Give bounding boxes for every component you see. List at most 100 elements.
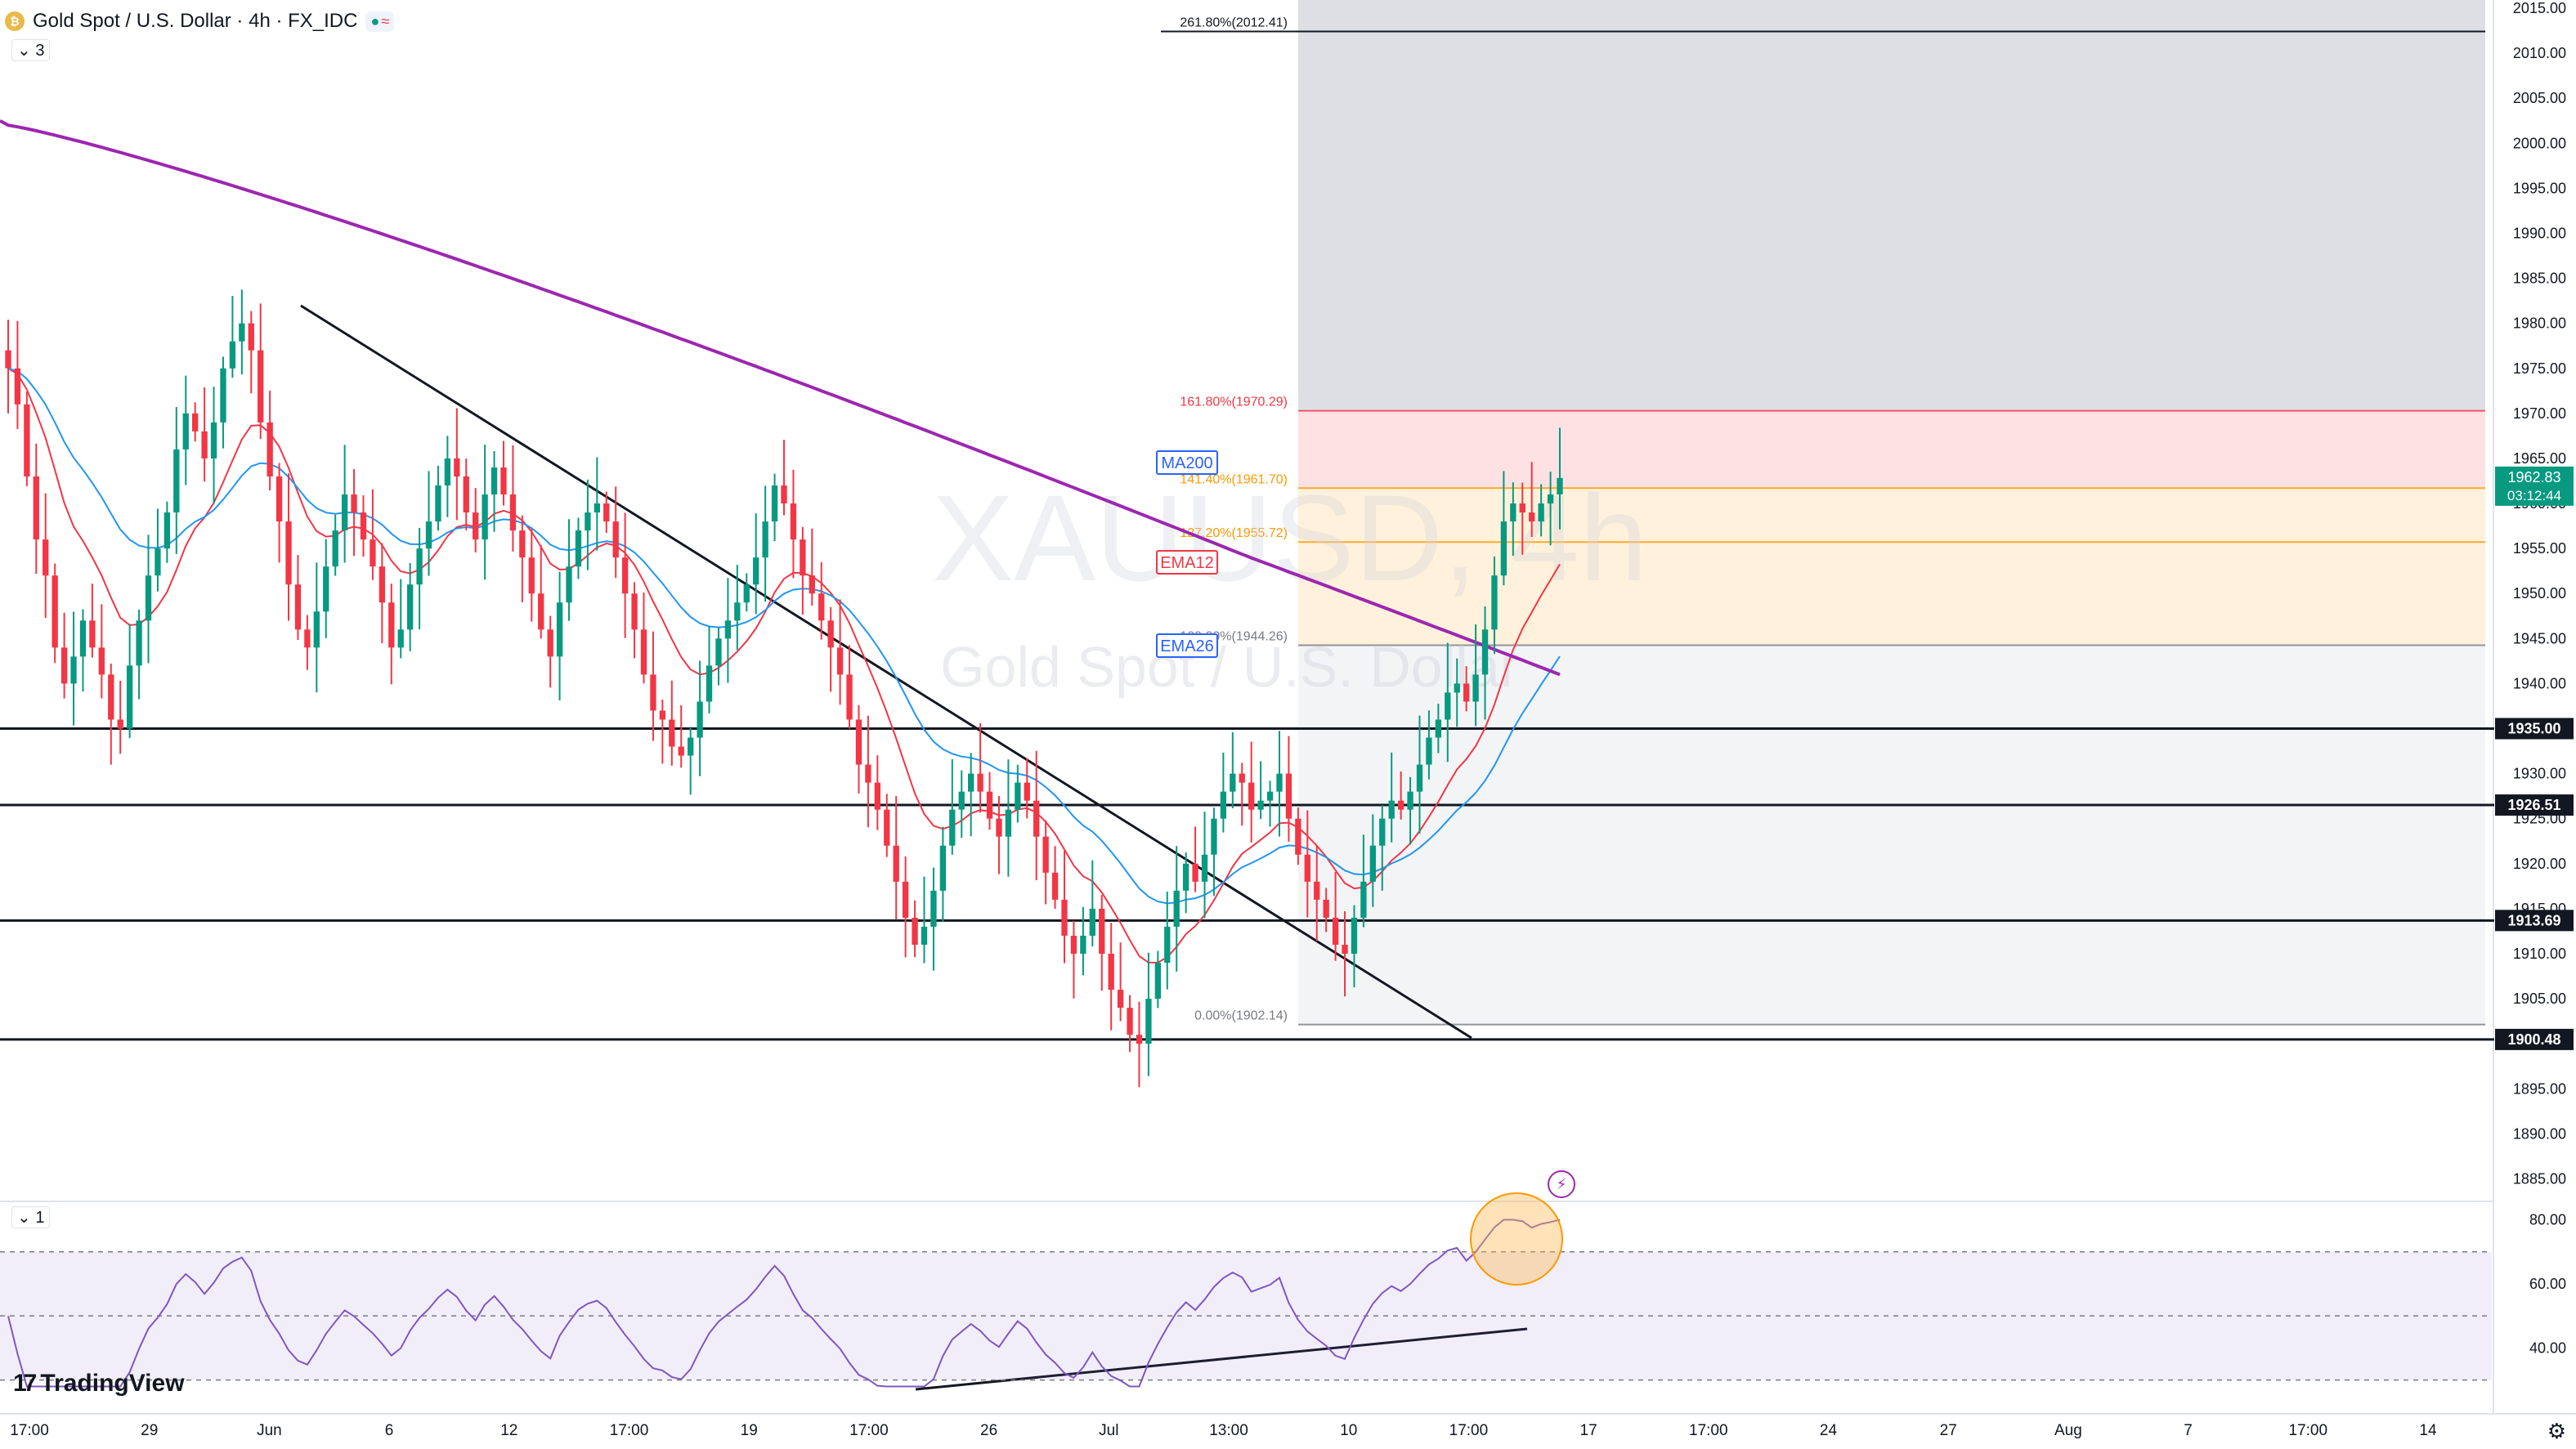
candle-body	[1481, 629, 1489, 675]
symbol-header[interactable]: ₿ Gold Spot / U.S. Dollar · 4h · FX_IDC …	[5, 5, 401, 38]
candle-body	[724, 620, 732, 639]
candle-body	[528, 557, 535, 594]
candle-body	[538, 593, 544, 630]
indicator-tags[interactable]: MA200 EMA12 EMA26	[1156, 450, 1218, 658]
candle-body	[715, 638, 722, 666]
rsi-pane[interactable]	[0, 1192, 2492, 1388]
candle-body	[473, 512, 479, 540]
watermark-name: Gold Spot / U.S. Dollar	[940, 635, 1519, 699]
price-tick-label: 2005.00	[2513, 90, 2566, 106]
level-price-badge[interactable]	[2495, 718, 2574, 740]
candle-body	[753, 557, 759, 585]
rsi-uptrend-line[interactable]	[915, 1327, 1528, 1391]
candle-body	[98, 647, 105, 675]
candle-body	[1239, 773, 1245, 783]
candle-body	[1379, 818, 1386, 846]
indicator-tag-box[interactable]	[1156, 633, 1218, 658]
time-tick-label: Aug	[2054, 1422, 2082, 1439]
candle-body	[313, 611, 320, 648]
candle-body	[566, 566, 572, 603]
fib-zone-red	[1298, 410, 2485, 489]
candle-body	[1266, 791, 1274, 801]
price-tick-label: 1980.00	[2513, 315, 2566, 332]
candle-body	[416, 548, 423, 585]
candle-body	[397, 629, 404, 648]
candle-body	[1042, 836, 1049, 873]
candle-body	[1164, 926, 1171, 963]
time-tick-label: 6	[385, 1422, 394, 1439]
trend-lines[interactable]	[300, 304, 1528, 1391]
candle-body	[893, 845, 899, 882]
candle-body	[1519, 503, 1525, 513]
gold-symbol-icon: ₿	[5, 11, 25, 31]
time-tick-label: Jun	[257, 1422, 282, 1439]
fib-level-label: 0.00%(1902.14)	[1194, 1009, 1288, 1023]
candle-body	[659, 710, 666, 720]
fib-zone-top	[1298, 0, 2485, 411]
rsi-legend-toggle[interactable]: ⌄ 1	[11, 1206, 51, 1228]
symbol-title[interactable]: Gold Spot / U.S. Dollar · 4h · FX_IDC	[33, 10, 358, 32]
time-tick-label: 7	[2184, 1422, 2193, 1439]
level-price-label: 1900.48	[2507, 1031, 2560, 1048]
indicator-tag-label: MA200	[1161, 454, 1212, 472]
price-tick-label: 1940.00	[2513, 675, 2566, 691]
time-axis[interactable]: 17:00 29 Jun 6 12 17:00 19 17:00 26 Jul 13:00 10 17:…	[0, 1413, 2576, 1445]
candle-body	[1173, 890, 1180, 927]
tradingview-logo[interactable]: 17 TradingView	[13, 1370, 185, 1398]
candle-body	[846, 674, 853, 720]
price-axis[interactable]: 1885.001890.001895.001900.001905.001910.…	[2494, 0, 2576, 1414]
rsi-highlight-circle[interactable]	[1470, 1192, 1563, 1286]
level-price-badge[interactable]	[2495, 1028, 2574, 1050]
fib-level-label: 261.80%(2012.41)	[1180, 16, 1288, 30]
level-price-badge[interactable]	[2495, 794, 2574, 816]
candle-body	[827, 620, 834, 648]
candle-body	[1145, 999, 1152, 1044]
candle-body	[1397, 800, 1404, 810]
ema12-line	[7, 367, 1561, 964]
candle-body	[650, 674, 656, 711]
time-tick-label: 29	[141, 1422, 158, 1439]
candle-body	[126, 665, 133, 729]
price-tick-label: 2015.00	[2513, 0, 2566, 16]
time-tick-label: 10	[1340, 1422, 1357, 1439]
level-price-label: 1935.00	[2507, 721, 2560, 737]
candle-body	[1295, 818, 1301, 855]
fib-extension[interactable]: 261.80%(2012.41) 161.80%(1970.29) 141.40%(…	[1161, 0, 2485, 1026]
candle-body	[706, 665, 713, 702]
candle-body	[930, 890, 937, 927]
gear-icon[interactable]: ⚙	[2547, 1419, 2566, 1443]
candle-body	[70, 656, 77, 684]
candle-body	[1201, 854, 1208, 882]
lightning-icon[interactable]: ⚡	[1548, 1170, 1575, 1198]
candle-body	[1529, 512, 1535, 522]
candle-body	[482, 494, 488, 540]
candle-body	[79, 620, 87, 657]
candle-body	[1192, 863, 1198, 882]
candle-body	[958, 791, 965, 810]
market-status[interactable]: ● ≈	[365, 11, 395, 32]
candle-body	[220, 368, 226, 423]
candle-body	[762, 521, 768, 558]
candle-body	[370, 539, 376, 567]
brand-name: TradingView	[40, 1370, 185, 1397]
indicator-tag-box[interactable]	[1156, 550, 1218, 575]
level-price-badge[interactable]	[2495, 910, 2574, 932]
candle-body	[276, 476, 283, 522]
current-price-badge[interactable]	[2495, 466, 2574, 506]
indicator-legend-toggle[interactable]: ⌄ 3	[11, 39, 51, 61]
time-tick-label: 12	[500, 1422, 517, 1439]
candle-body	[547, 629, 553, 657]
candle-body	[688, 737, 694, 756]
candle-body	[155, 548, 161, 576]
downtrend-line[interactable]	[300, 304, 1472, 1040]
candle-body	[1426, 737, 1432, 765]
candle-body	[425, 521, 432, 549]
price-tick-label: 1995.00	[2513, 180, 2566, 196]
candle-body	[949, 809, 956, 846]
rsi-tick-label: 40.00	[2529, 1339, 2566, 1356]
indicator-tag-box[interactable]	[1156, 450, 1218, 475]
horizontal-levels[interactable]	[0, 727, 2497, 1041]
rsi-tick-label: 80.00	[2529, 1211, 2566, 1228]
